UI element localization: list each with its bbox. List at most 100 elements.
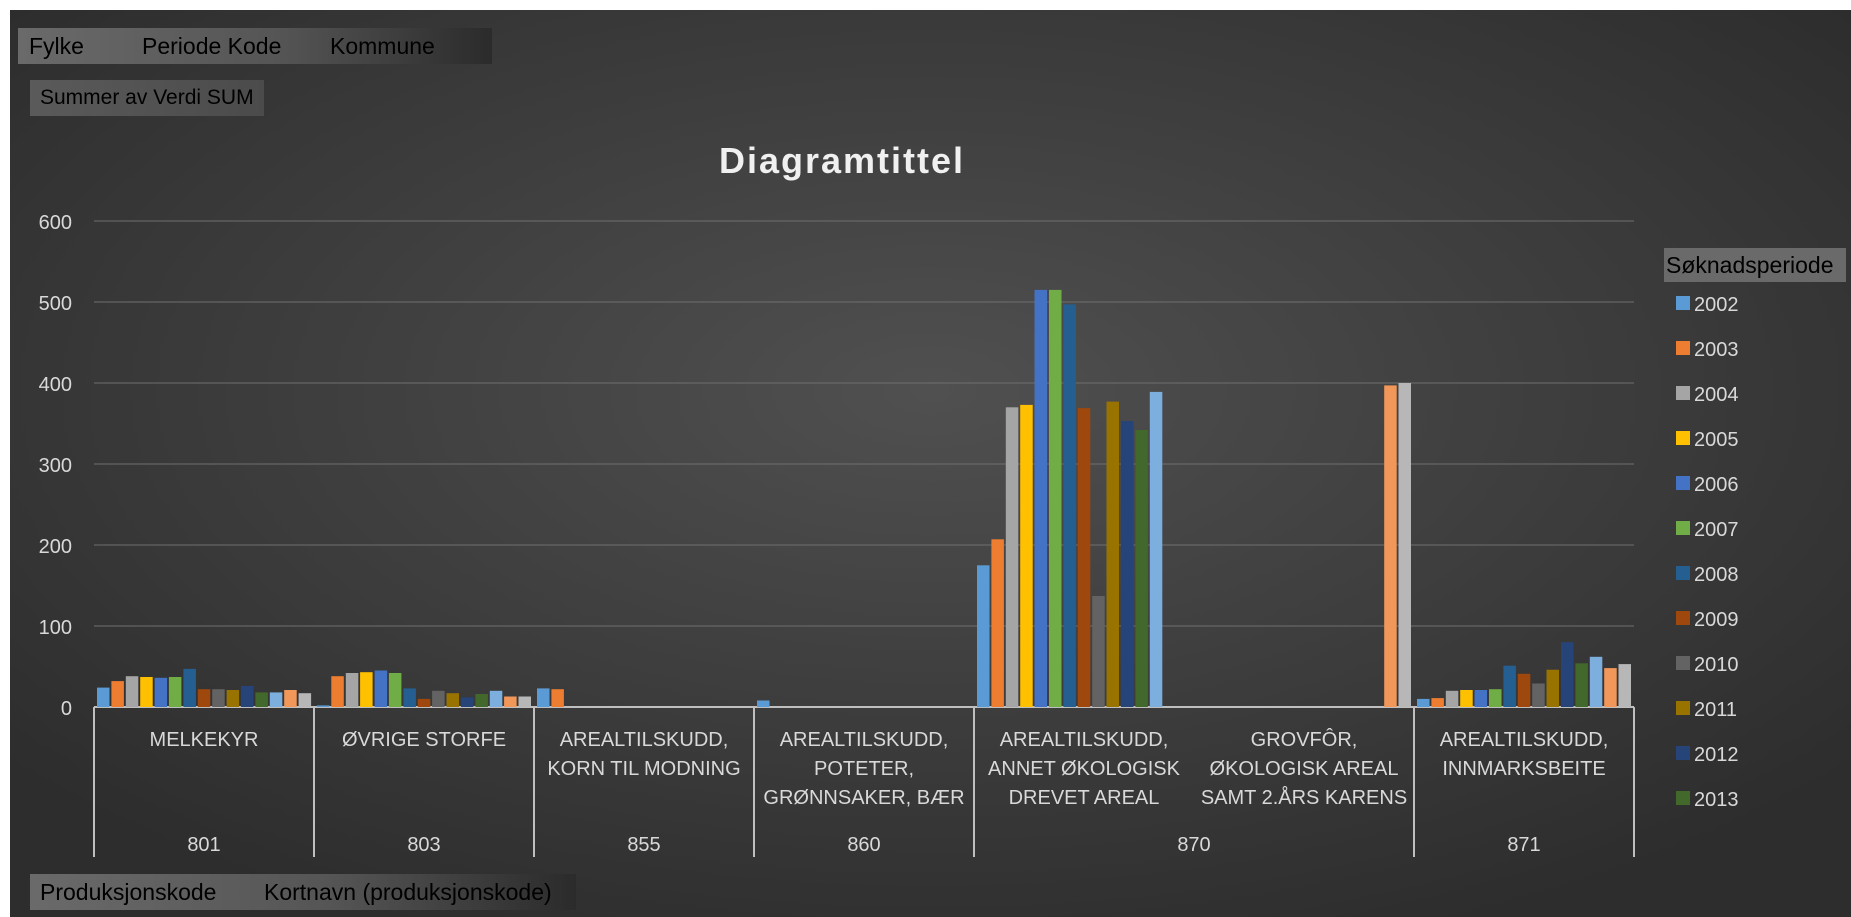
bar [125, 676, 139, 707]
legend-entry: 2013 [1694, 789, 1739, 811]
bar [1517, 673, 1531, 707]
bar [475, 694, 488, 707]
report-filter-bar [18, 28, 492, 64]
bar [1474, 690, 1487, 707]
bar [977, 565, 990, 708]
group-code-label: 860 [847, 834, 880, 856]
bar [374, 670, 388, 707]
values-field-button[interactable]: Summer av Verdi SUM [30, 80, 264, 116]
y-tick-label: 500 [39, 293, 72, 315]
bar [360, 672, 373, 707]
chart-title: Diagramtittel [719, 140, 965, 181]
bar [1034, 289, 1047, 707]
y-tick-label: 400 [39, 374, 72, 396]
bar [1077, 408, 1091, 707]
bar [1561, 642, 1574, 707]
legend-title: Søknadsperiode [1666, 252, 1834, 278]
bar [316, 705, 330, 707]
bar [284, 690, 297, 707]
category-label: AREALTILSKUDD, [1440, 729, 1609, 751]
y-tick-label: 100 [39, 617, 72, 639]
legend-swatch [1676, 611, 1690, 625]
bar [140, 677, 153, 707]
row-field-produksjonskode-button[interactable]: Produksjonskode [40, 879, 217, 905]
legend-swatch [1676, 701, 1690, 715]
legend-title-background[interactable] [1664, 248, 1846, 282]
row-field-kortnavn-button[interactable]: Kortnavn (produksjonskode) [264, 879, 552, 905]
category-label: AREALTILSKUDD, [560, 729, 729, 751]
filter-periode-kode-button[interactable]: Periode Kode [142, 33, 282, 59]
legend-swatch [1676, 521, 1690, 535]
bar [1431, 698, 1444, 707]
legend-swatch [1676, 746, 1690, 760]
category-label: MELKEKYR [150, 729, 259, 751]
bar [460, 697, 474, 707]
bar [551, 689, 564, 707]
category-label: ØKOLOGISK AREAL [1210, 758, 1399, 780]
bar [1460, 690, 1473, 707]
bar [417, 698, 431, 707]
legend-swatch [1676, 476, 1690, 490]
bar [1049, 289, 1062, 707]
y-tick-label: 0 [61, 698, 72, 720]
category-label: GRØNNSAKER, BÆR [763, 787, 964, 809]
bar [537, 688, 550, 707]
bar [1532, 683, 1545, 707]
legend-entry: 2002 [1694, 294, 1739, 316]
bar [518, 696, 531, 707]
legend-entry: 2004 [1694, 384, 1739, 406]
category-label: POTETER, [814, 758, 914, 780]
legend-entry: 2009 [1694, 609, 1739, 631]
bar [403, 688, 416, 707]
y-tick-label: 600 [39, 212, 72, 234]
category-label: INNMARKSBEITE [1442, 758, 1605, 780]
bar [345, 673, 359, 707]
bar [432, 690, 445, 707]
bar [1121, 421, 1134, 707]
legend-swatch [1676, 296, 1690, 310]
bar [388, 673, 402, 707]
bar [1445, 690, 1459, 707]
category-label: KORN TIL MODNING [547, 758, 740, 780]
bar [1604, 668, 1617, 707]
bar [1106, 401, 1119, 707]
legend-entry: 2007 [1694, 519, 1739, 541]
bar [504, 696, 517, 707]
bar [1135, 430, 1148, 707]
bar [226, 690, 240, 707]
category-label: GROVFÔR, [1251, 728, 1358, 751]
legend-swatch [1676, 566, 1690, 580]
bar [168, 677, 182, 707]
bar [1398, 383, 1411, 707]
bar [1149, 391, 1163, 707]
bar [1417, 698, 1430, 707]
bar [1020, 404, 1033, 707]
legend-swatch [1676, 341, 1690, 355]
bar [1589, 656, 1603, 707]
bar [1618, 664, 1631, 707]
group-code-label: 870 [1177, 834, 1210, 856]
category-label: ANNET ØKOLOGISK [988, 758, 1181, 780]
bar [255, 692, 268, 707]
bar [111, 681, 124, 707]
legend-swatch [1676, 386, 1690, 400]
y-tick-label: 200 [39, 536, 72, 558]
bar [1489, 689, 1502, 707]
filter-fylke-button[interactable]: Fylke [29, 33, 84, 59]
bar [1384, 385, 1397, 707]
bar [489, 690, 503, 707]
bar [154, 677, 168, 707]
bar [446, 693, 459, 707]
category-label: SAMT 2.ÅRS KARENS [1201, 786, 1407, 809]
filter-kommune-button[interactable]: Kommune [330, 33, 435, 59]
group-code-label: 871 [1507, 834, 1540, 856]
legend-swatch [1676, 431, 1690, 445]
group-code-label: 855 [627, 834, 660, 856]
bar [212, 689, 225, 707]
bar [240, 685, 254, 707]
bar [757, 700, 770, 707]
row-field-bar [30, 874, 576, 910]
legend-entry: 2010 [1694, 654, 1739, 676]
legend-entry: 2008 [1694, 564, 1739, 586]
